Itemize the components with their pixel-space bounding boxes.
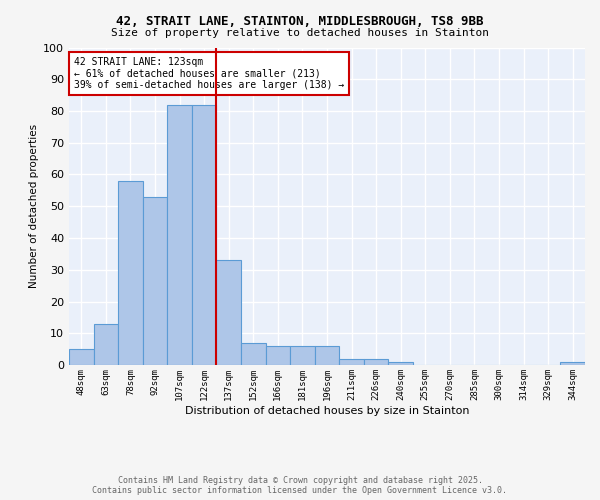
Bar: [167, 104, 192, 365]
Y-axis label: Number of detached properties: Number of detached properties: [29, 124, 39, 288]
Bar: [192, 104, 217, 365]
X-axis label: Distribution of detached houses by size in Stainton: Distribution of detached houses by size …: [185, 406, 469, 415]
Bar: [364, 358, 388, 365]
Bar: [241, 343, 266, 365]
Bar: [69, 349, 94, 365]
Bar: [94, 324, 118, 365]
Bar: [339, 358, 364, 365]
Text: 42, STRAIT LANE, STAINTON, MIDDLESBROUGH, TS8 9BB: 42, STRAIT LANE, STAINTON, MIDDLESBROUGH…: [116, 15, 484, 28]
Bar: [143, 196, 167, 365]
Bar: [118, 181, 143, 365]
Bar: [266, 346, 290, 365]
Bar: [217, 260, 241, 365]
Text: Contains HM Land Registry data © Crown copyright and database right 2025.
Contai: Contains HM Land Registry data © Crown c…: [92, 476, 508, 495]
Text: 42 STRAIT LANE: 123sqm
← 61% of detached houses are smaller (213)
39% of semi-de: 42 STRAIT LANE: 123sqm ← 61% of detached…: [74, 57, 344, 90]
Bar: [560, 362, 585, 365]
Bar: [315, 346, 339, 365]
Text: Size of property relative to detached houses in Stainton: Size of property relative to detached ho…: [111, 28, 489, 38]
Bar: [290, 346, 315, 365]
Bar: [388, 362, 413, 365]
